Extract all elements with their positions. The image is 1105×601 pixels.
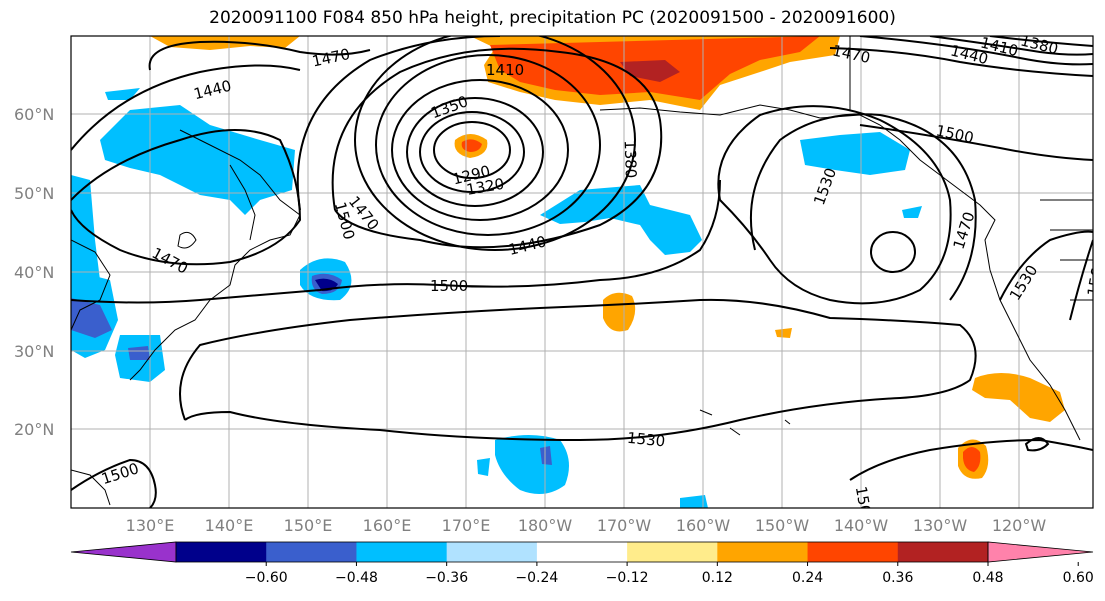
contour-label: 1530	[626, 429, 666, 451]
colorbar-swatch	[70, 541, 177, 563]
colorbar-swatch	[176, 542, 267, 562]
colorbar-swatch	[987, 541, 1094, 563]
lon-label: 170°W	[597, 516, 652, 535]
colorbar-swatch	[807, 542, 899, 562]
colorbar-swatch	[266, 542, 357, 562]
map-title: 2020091100 F084 850 hPa height, precipit…	[209, 8, 896, 28]
colorbar-swatch	[536, 542, 628, 562]
lat-label: 40°N	[14, 263, 54, 282]
lat-label: 20°N	[14, 420, 54, 439]
lon-label: 170°E	[442, 516, 491, 535]
coastlines	[71, 36, 1093, 506]
colorbar-tick-label: −0.36	[425, 570, 468, 586]
colorbar-swatch	[356, 542, 448, 562]
colorbar-tick-label: 0.12	[702, 570, 733, 586]
latitude-labels: 60°N 50°N 40°N 30°N 20°N	[14, 105, 54, 439]
lon-label: 130°W	[913, 516, 968, 535]
contour-label: 1500	[430, 277, 468, 295]
lat-label: 60°N	[14, 105, 54, 124]
lon-label: 180°W	[518, 516, 573, 535]
colorbar-swatch	[446, 542, 538, 562]
lon-label: 150°W	[755, 516, 810, 535]
height-contours	[71, 36, 1093, 508]
colorbar-frame	[175, 541, 989, 563]
colorbar-tick-label: 0.60	[1063, 570, 1094, 586]
colorbar-tick-label: 0.48	[972, 570, 1003, 586]
contour-label: 1560	[1084, 257, 1105, 298]
colorbar: −0.60 −0.48 −0.36 −0.24 −0.12 0.12 0.24 0.36 0.4…	[70, 541, 1094, 586]
contour-label: 1410	[486, 61, 524, 79]
map-border	[70, 35, 1094, 509]
colorbar-swatch	[717, 542, 809, 562]
contour-label: 1380	[621, 140, 640, 179]
contour-label: 150	[852, 485, 875, 516]
longitude-labels: 130°E 140°E 150°E 160°E 170°E 180°W 170°…	[126, 516, 1047, 535]
colorbar-tick-label: 0.36	[882, 570, 913, 586]
colorbar-swatch	[627, 542, 718, 562]
colorbar-tick-label: −0.12	[606, 570, 649, 586]
colorbar-tick-label: −0.48	[335, 570, 378, 586]
lon-label: 150°E	[284, 516, 333, 535]
lon-label: 140°W	[834, 516, 889, 535]
precip-negative-shading	[71, 88, 922, 508]
lon-label: 120°W	[992, 516, 1047, 535]
lat-label: 50°N	[14, 184, 54, 203]
lon-label: 130°E	[126, 516, 175, 535]
colorbar-swatch	[897, 542, 989, 562]
lon-label: 160°W	[676, 516, 731, 535]
lon-label: 140°E	[205, 516, 254, 535]
graticule	[71, 36, 1093, 508]
colorbar-tick-label: 0.24	[792, 570, 823, 586]
lon-label: 160°E	[363, 516, 412, 535]
colorbar-tick-label: −0.60	[245, 570, 288, 586]
lat-label: 30°N	[14, 342, 54, 361]
colorbar-tick-label: −0.24	[515, 570, 558, 586]
